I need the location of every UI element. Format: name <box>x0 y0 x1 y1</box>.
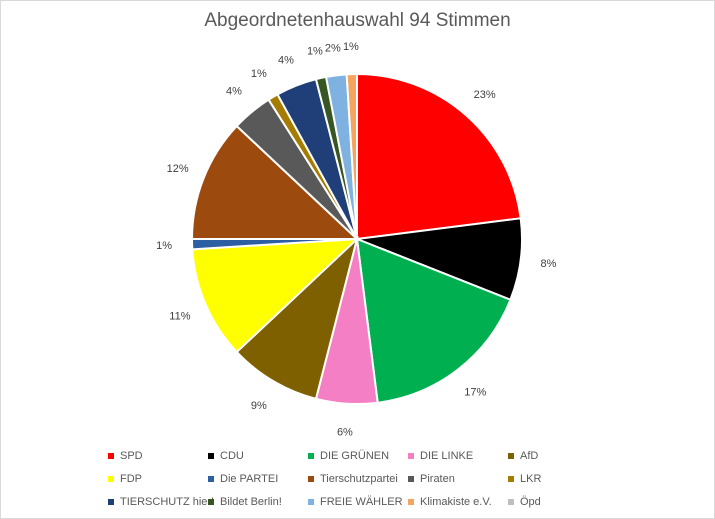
legend-swatch <box>508 453 514 459</box>
legend-item-piraten: Piraten <box>408 471 508 487</box>
legend-label: AfD <box>520 450 539 462</box>
data-label-tierschutzpartei: 12% <box>167 163 189 175</box>
legend-swatch <box>108 453 114 459</box>
chart-title: Abgeordnetenhauswahl 94 Stimmen <box>204 10 511 31</box>
legend-label: Öpd <box>520 496 541 508</box>
pie-slice-klimakiste-e-v <box>345 72 358 240</box>
legend-swatch <box>508 499 514 505</box>
legend-swatch <box>108 476 114 482</box>
data-label-die-partei: 1% <box>156 240 172 252</box>
legend-label: FREIE WÄHLER <box>320 496 403 508</box>
legend-label: Tierschutzpartei <box>320 473 398 485</box>
data-label-spd: 23% <box>474 89 496 101</box>
legend-item-pd: Öpd <box>508 494 608 510</box>
legend-item-klimakiste-e-v: Klimakiste e.V. <box>408 494 508 510</box>
legend-label: DIE GRÜNEN <box>320 450 390 462</box>
legend-swatch <box>208 499 214 505</box>
data-label-die-linke: 6% <box>337 427 353 439</box>
legend-label: Die PARTEI <box>220 473 279 485</box>
legend-item-spd: SPD <box>108 448 208 464</box>
legend-label: Bildet Berlin! <box>220 496 282 508</box>
legend-swatch <box>308 453 314 459</box>
legend-label: FDP <box>120 473 142 485</box>
data-label-bildet-berlin: 1% <box>307 46 323 58</box>
chart-legend: SPD CDU DIE GRÜNEN DIE LINKE AfD FDP Die PARTE… <box>108 448 608 510</box>
data-label-piraten: 4% <box>226 85 242 97</box>
pie-slice-spd <box>356 72 522 241</box>
legend-label: Klimakiste e.V. <box>420 496 492 508</box>
legend-item-tierschutz-hier: TIERSCHUTZ hier! <box>108 494 214 510</box>
legend-item-fdp: FDP <box>108 471 208 487</box>
legend-item-die-partei: Die PARTEI <box>208 471 308 487</box>
legend-swatch <box>408 476 414 482</box>
pie-slice-fdp <box>191 237 360 354</box>
pie-slice-tierschutzpartei <box>190 124 360 240</box>
data-label-klimakiste-e-v: 1% <box>343 41 359 53</box>
legend-label: SPD <box>120 450 143 462</box>
data-label-tierschutz-hier: 4% <box>278 55 294 67</box>
data-label-lkr: 1% <box>251 68 267 80</box>
data-label-fdp: 11% <box>169 311 190 323</box>
legend-item-cdu: CDU <box>208 448 308 464</box>
data-label-cdu: 8% <box>541 258 557 270</box>
legend-item-die-gr-nen: DIE GRÜNEN <box>308 448 408 464</box>
legend-swatch <box>308 499 314 505</box>
legend-item-tierschutzpartei: Tierschutzpartei <box>308 471 408 487</box>
legend-label: DIE LINKE <box>420 450 474 462</box>
legend-item-lkr: LKR <box>508 471 608 487</box>
legend-swatch <box>208 476 214 482</box>
legend-swatch <box>408 499 414 505</box>
legend-label: LKR <box>520 473 542 485</box>
legend-swatch <box>108 499 114 505</box>
data-label-freie-w-hler: 2% <box>325 43 341 55</box>
legend-label: CDU <box>220 450 244 462</box>
legend-item-afd: AfD <box>508 448 608 464</box>
pie-slice-die-gr-nen <box>355 237 512 404</box>
legend-item-die-linke: DIE LINKE <box>408 448 508 464</box>
legend-label: TIERSCHUTZ hier! <box>120 496 215 508</box>
legend-label: Piraten <box>420 473 455 485</box>
pie-slice-afd <box>235 235 359 401</box>
data-label-die-gr-nen: 17% <box>464 387 486 399</box>
legend-item-freie-w-hler: FREIE WÄHLER <box>308 494 408 510</box>
legend-swatch <box>208 453 214 459</box>
legend-swatch <box>308 476 314 482</box>
legend-item-bildet-berlin: Bildet Berlin! <box>208 494 308 510</box>
legend-swatch <box>408 453 414 459</box>
data-label-afd: 9% <box>251 400 267 412</box>
legend-swatch <box>508 476 514 482</box>
